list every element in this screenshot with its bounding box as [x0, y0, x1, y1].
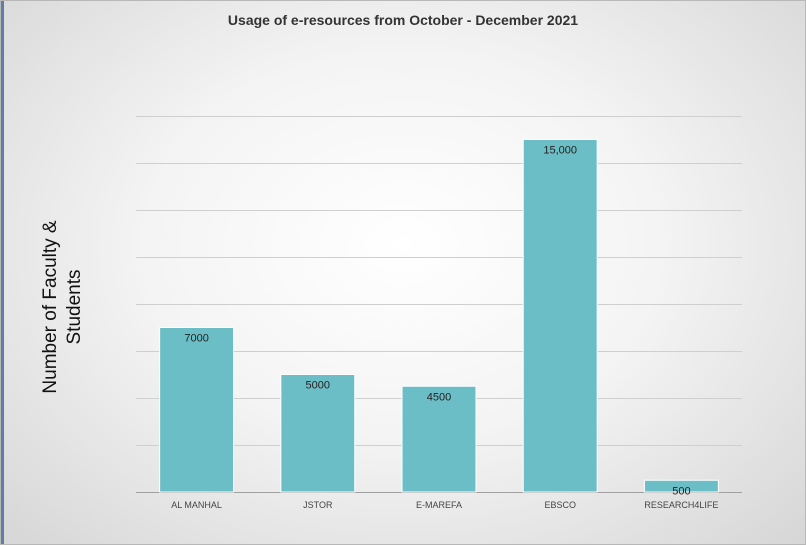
bar-research4life: [643, 479, 719, 493]
data-label: 7000: [184, 333, 208, 345]
x-tick-label: RESEARCH4LIFE: [644, 500, 718, 510]
bar-ebsco: [522, 139, 598, 493]
data-label: 500: [672, 485, 690, 497]
x-tick-label: E-MAREFA: [416, 500, 462, 510]
data-label: 4500: [427, 391, 451, 403]
bar-e-marefa: [401, 385, 477, 493]
chart-title: Usage of e-resources from October - Dece…: [227, 12, 579, 28]
x-tick-label: EBSCO: [544, 500, 576, 510]
window-edge: [1, 1, 4, 544]
bar-jstor: [280, 374, 356, 493]
data-label: 15,000: [543, 145, 577, 157]
x-tick-label: AL MANHAL: [171, 500, 222, 510]
data-label: 5000: [306, 380, 330, 392]
x-tick-label: JSTOR: [303, 500, 333, 510]
bar-al-manhal: [159, 327, 235, 493]
